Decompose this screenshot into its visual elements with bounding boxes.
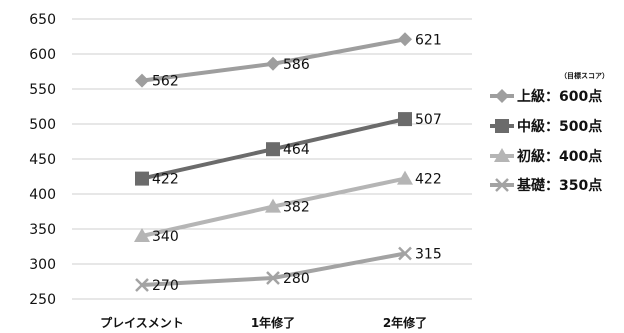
series-1-point-2	[398, 112, 412, 127]
legend-marker-3-b	[495, 178, 509, 192]
series-1-label-0: 422	[152, 172, 179, 188]
legend-marker-2	[494, 148, 510, 162]
series-0-label-0: 562	[152, 74, 179, 90]
legend-label-1: 中級：500点	[517, 118, 602, 135]
series-2-point-0	[134, 228, 150, 242]
legend-label-3: 基礎：350点	[517, 177, 602, 194]
y-tick-label-300: 300	[29, 257, 56, 273]
series-3-point-1-b	[266, 271, 280, 285]
y-axis-ticks: 250 300 350 400 450 500 550 600 650	[29, 12, 56, 308]
series-line-3	[141, 251, 406, 287]
y-tick-label-650: 650	[29, 12, 56, 28]
y-tick-label-600: 600	[29, 47, 56, 63]
series-3-point-1	[266, 271, 280, 285]
legend-marker-0	[495, 89, 509, 103]
legend-note: （目標スコア）	[560, 71, 609, 80]
series-0-point-0	[135, 73, 149, 88]
y-tick-label-500: 500	[29, 117, 56, 133]
y-tick-label-250: 250	[29, 292, 56, 308]
series-2-point-1	[265, 198, 281, 213]
x-tick-label-1: 1年修了	[251, 315, 295, 330]
y-tick-label-550: 550	[29, 82, 56, 98]
series-3-point-0	[135, 278, 149, 292]
gridlines	[72, 18, 472, 300]
series-3-point-2	[398, 246, 412, 261]
legend-marker-1	[495, 119, 509, 133]
series-2-label-2: 422	[415, 172, 442, 188]
series-1-point-1	[266, 142, 280, 157]
series-lines	[134, 32, 413, 292]
series-1-label-2: 507	[415, 112, 442, 128]
series-0-point-2	[398, 32, 412, 47]
legend-label-0: 上級：600点	[517, 88, 602, 105]
series-0-label-2: 621	[415, 32, 442, 48]
x-tick-label-2: 2年修了	[383, 315, 427, 330]
legend-marker-3	[495, 178, 509, 192]
series-0-point-1	[266, 56, 280, 71]
y-tick-label-350: 350	[29, 222, 56, 238]
data-labels: 562 586 621 422 464 507 340 382 422 270 280 315	[152, 32, 442, 294]
y-tick-label-400: 400	[29, 187, 56, 203]
series-3-point-0-b	[135, 278, 149, 292]
series-2-point-2	[397, 170, 413, 185]
series-0-label-1: 586	[283, 57, 310, 73]
x-axis-ticks: プレイスメント 1年修了 2年修了	[100, 315, 427, 330]
legend-label-2: 初級：400点	[517, 148, 602, 165]
y-tick-label-450: 450	[29, 152, 56, 168]
series-3-label-2: 315	[415, 247, 442, 263]
series-1-point-0	[135, 171, 149, 186]
series-3-point-2-b	[398, 246, 412, 261]
series-3-label-1: 280	[283, 271, 310, 287]
series-1-label-1: 464	[283, 142, 310, 158]
series-2-label-0: 340	[152, 229, 179, 245]
series-2-label-1: 382	[283, 200, 310, 216]
x-tick-label-0: プレイスメント	[100, 315, 184, 330]
series-3-label-0: 270	[152, 278, 179, 294]
